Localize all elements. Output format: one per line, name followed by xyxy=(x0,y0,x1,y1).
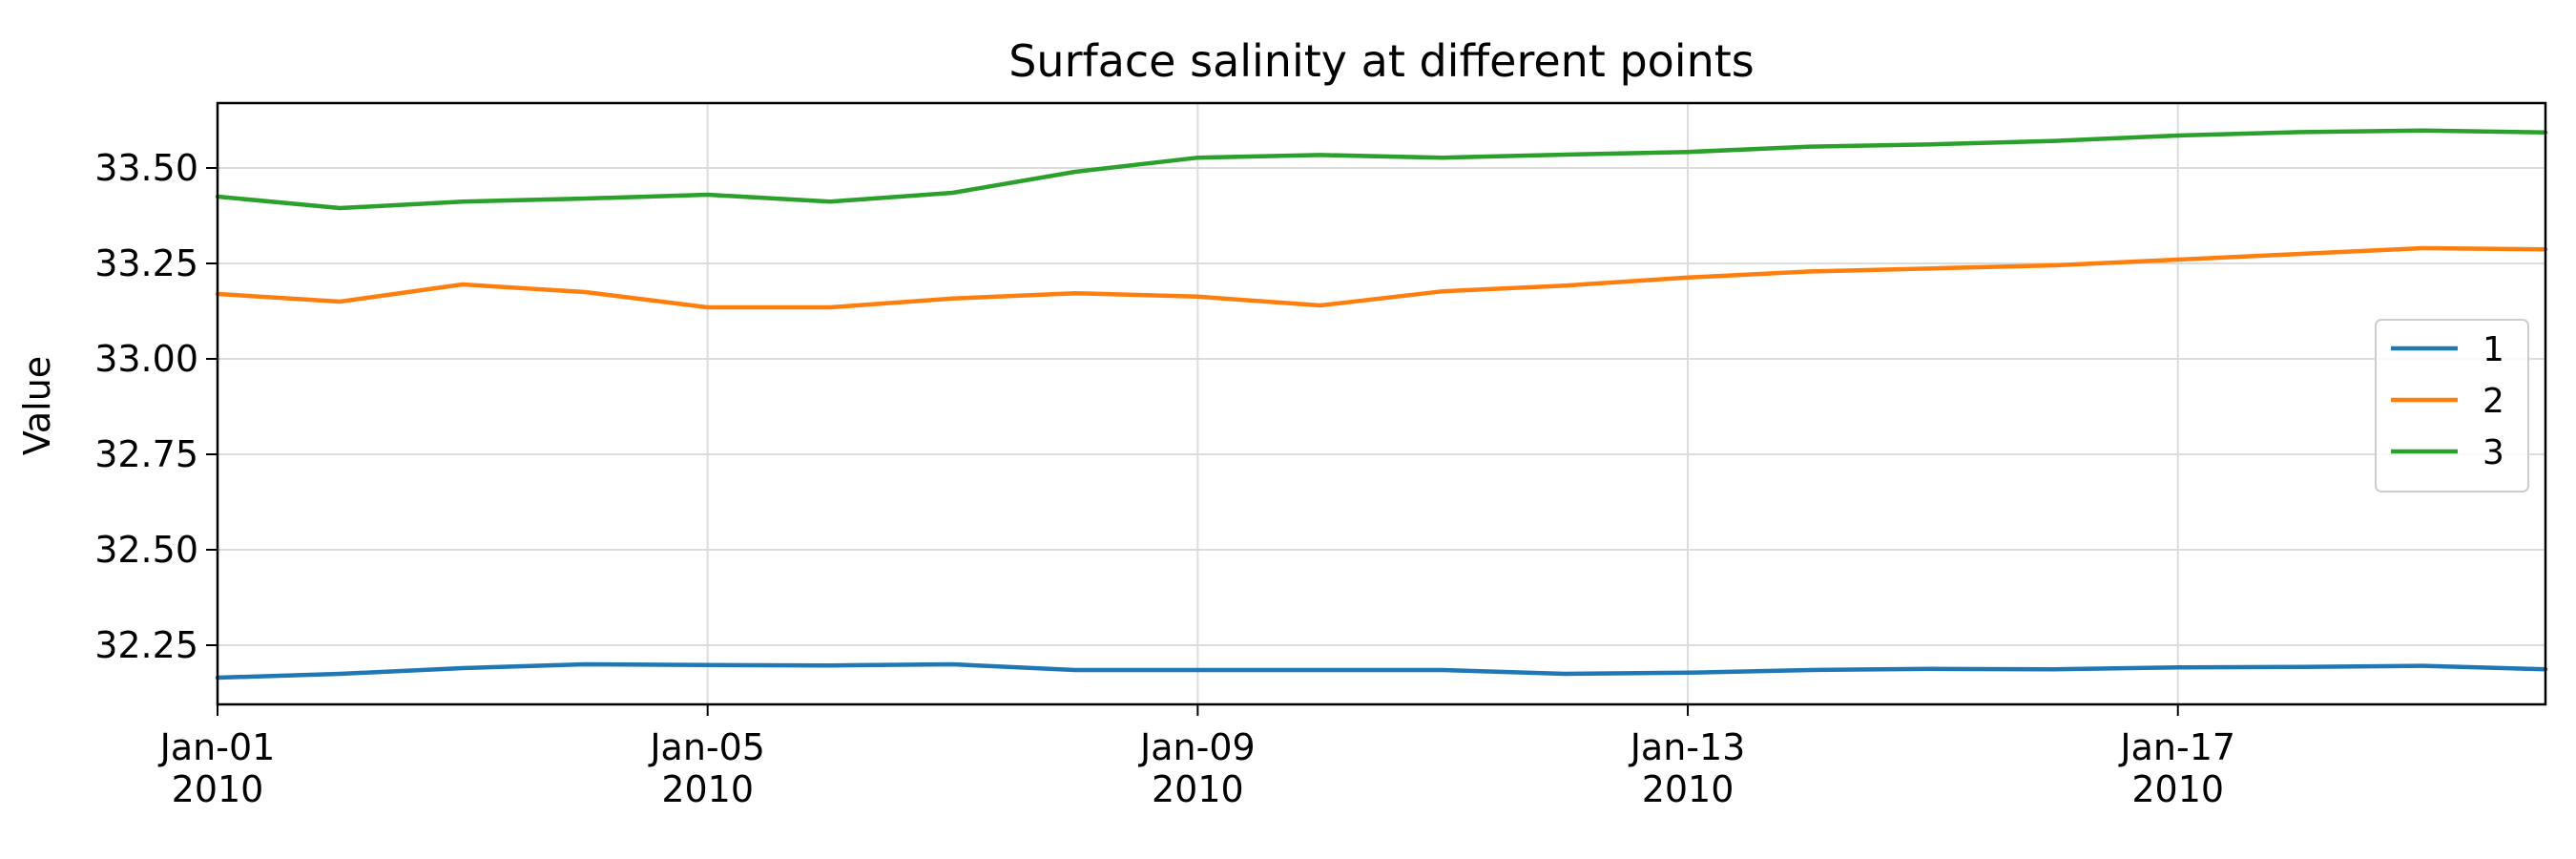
y-tick-label: 33.50 xyxy=(94,147,198,189)
legend: 1 2 3 xyxy=(2375,319,2529,492)
x-tick-year-label: 2010 xyxy=(1152,768,1244,810)
x-tick-label: Jan-13 xyxy=(1629,726,1746,768)
legend-label-3: 3 xyxy=(2483,433,2504,472)
y-tick-label: 32.50 xyxy=(94,529,198,571)
legend-box xyxy=(2375,319,2529,492)
x-tick-year-label: 2010 xyxy=(661,768,754,810)
y-tick-label: 33.25 xyxy=(94,242,198,284)
series-lines xyxy=(215,128,2548,681)
x-tick-label: Jan-17 xyxy=(2118,726,2235,768)
gridlines xyxy=(217,103,2545,704)
chart-title: Surface salinity at different points xyxy=(1008,35,1755,87)
x-tick-year-label: 2010 xyxy=(2131,768,2224,810)
y-tick-label: 32.75 xyxy=(94,433,198,475)
x-tick-label: Jan-09 xyxy=(1138,726,1256,768)
x-tick-label: Jan-01 xyxy=(158,726,276,768)
y-axis-label: Value xyxy=(16,356,58,455)
series-line-1 xyxy=(215,661,2548,681)
x-tick-year-label: 2010 xyxy=(172,768,264,810)
y-tick-label: 32.25 xyxy=(94,624,198,666)
legend-label-2: 2 xyxy=(2483,382,2504,421)
series-line-3 xyxy=(215,128,2548,211)
series-line-2 xyxy=(215,245,2548,310)
y-tick-label: 33.00 xyxy=(94,338,198,380)
plot-frame xyxy=(216,101,2547,706)
axis-ticks: 32.2532.5032.7533.0033.2533.50Jan-012010… xyxy=(94,147,2235,810)
x-tick-year-label: 2010 xyxy=(1642,768,1735,810)
legend-label-1: 1 xyxy=(2483,330,2504,369)
x-tick-label: Jan-05 xyxy=(648,726,765,768)
